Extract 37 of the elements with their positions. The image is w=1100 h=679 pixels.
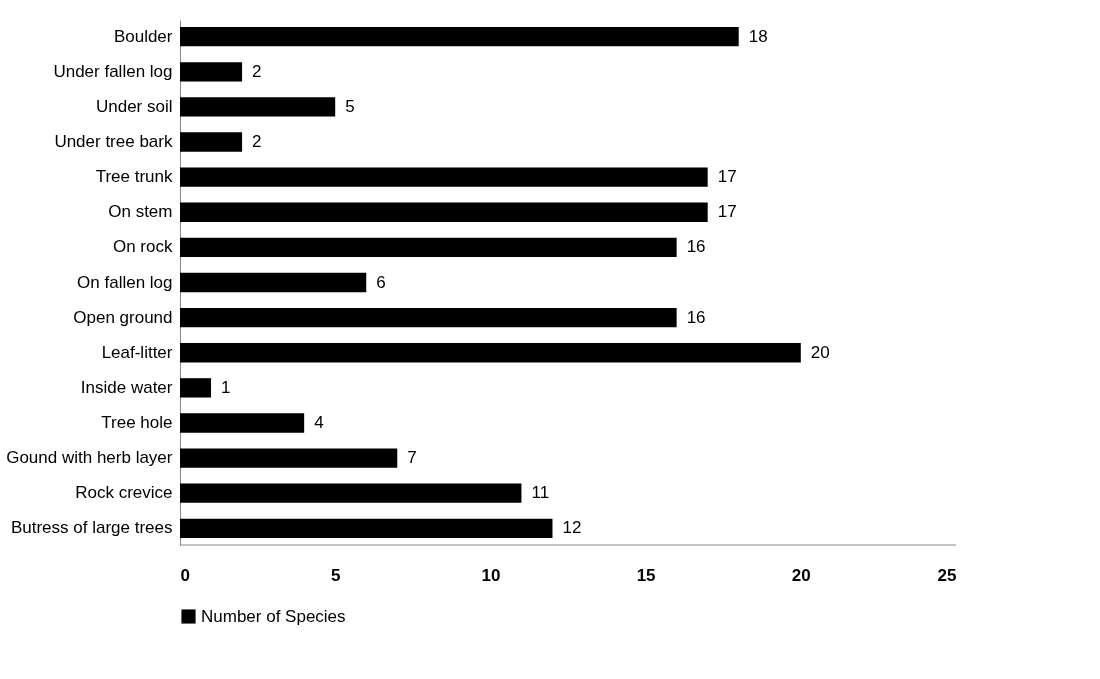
y-tick-label: Boulder: [113, 26, 173, 46]
y-tick-label: Leaf-litter: [101, 342, 173, 362]
data-label: 17: [717, 167, 737, 187]
y-tick-label: On stem: [108, 202, 173, 222]
x-tick-label: 0: [180, 565, 190, 585]
y-tick-label: Gound with herb layer: [6, 448, 173, 468]
data-label: 5: [345, 96, 355, 116]
data-label: 11: [531, 483, 550, 503]
y-tick-label: Rock crevice: [75, 483, 173, 503]
data-label: 2: [252, 61, 262, 81]
x-tick-label: 25: [937, 565, 957, 585]
data-label: 7: [407, 448, 417, 468]
legend-label: Number of Species: [201, 606, 346, 626]
data-label: 6: [376, 272, 386, 292]
data-label: 17: [717, 202, 737, 222]
data-label: 16: [686, 307, 706, 327]
y-tick-label: Under fallen log: [53, 61, 173, 81]
y-tick-label: Open ground: [73, 307, 173, 327]
data-label: 18: [748, 26, 768, 46]
data-label: 2: [252, 132, 262, 152]
data-label: 12: [562, 518, 582, 538]
y-tick-label: Under soil: [95, 96, 173, 116]
y-tick-label: Butress of large trees: [10, 518, 173, 538]
y-tick-label: Tree trunk: [95, 167, 173, 187]
x-tick-label: 10: [481, 565, 501, 585]
data-label: 16: [686, 237, 706, 257]
y-tick-label: On rock: [112, 237, 173, 257]
y-tick-label: Tree hole: [101, 412, 173, 432]
y-tick-label: Under tree bark: [54, 132, 173, 152]
data-label: 4: [314, 412, 324, 432]
y-tick-label: Inside water: [80, 377, 173, 397]
x-tick-label: 20: [791, 565, 811, 585]
y-tick-label: On fallen log: [77, 272, 173, 292]
x-tick-label: 5: [330, 565, 341, 585]
data-label: 1: [221, 377, 231, 397]
data-label: 20: [810, 342, 830, 362]
x-tick-label: 15: [636, 565, 656, 585]
